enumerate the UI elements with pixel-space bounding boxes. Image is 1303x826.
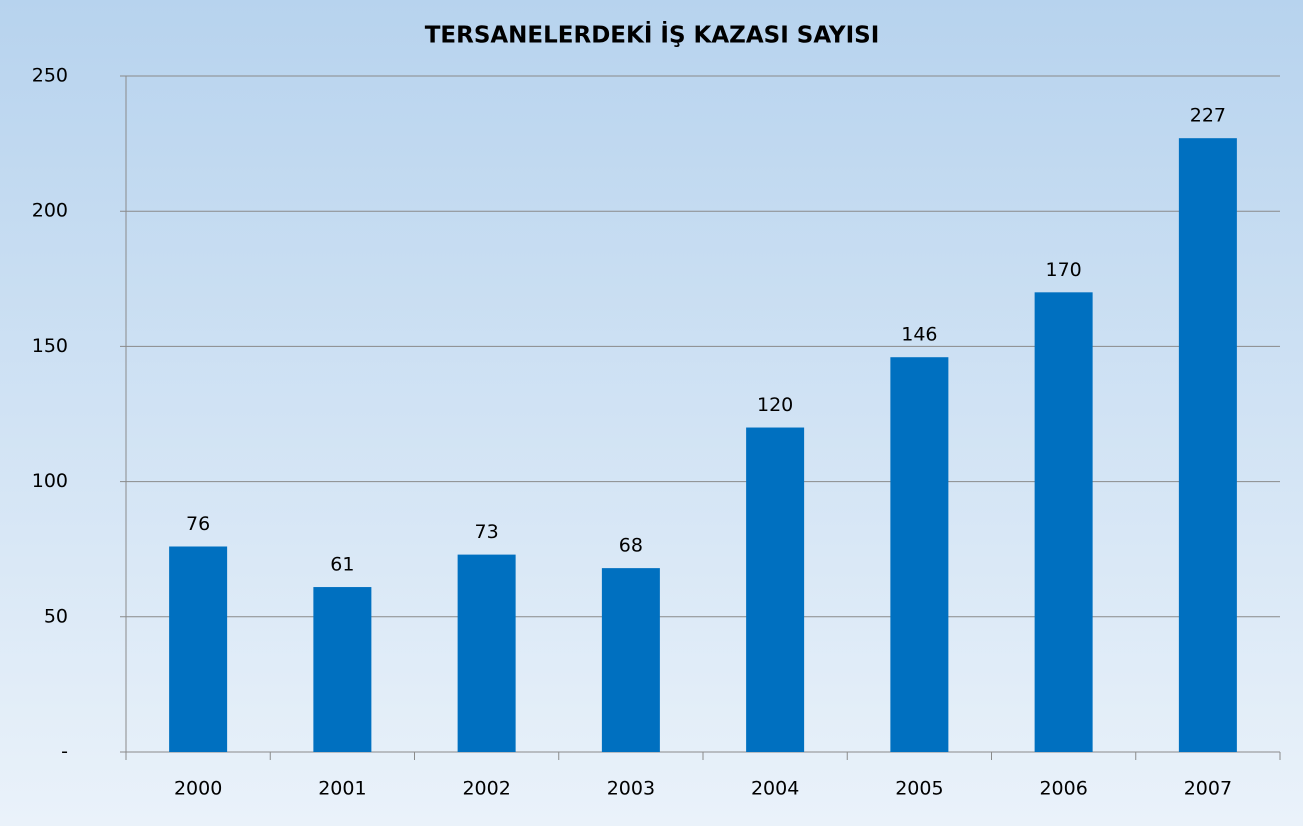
x-tick-label: 2001 — [318, 778, 366, 800]
bar — [1034, 292, 1093, 752]
x-tick-label: 2000 — [174, 778, 222, 800]
value-label: 170 — [1045, 259, 1081, 281]
bar — [313, 587, 372, 752]
y-tick-label: 50 — [44, 605, 68, 627]
bar — [1178, 138, 1237, 752]
value-label: 227 — [1190, 105, 1226, 127]
chart-title: TERSANELERDEKİ İŞ KAZASI SAYISI — [425, 21, 880, 49]
value-label: 76 — [186, 513, 210, 535]
x-tick-label: 2006 — [1039, 778, 1087, 800]
y-tick-label: 100 — [32, 470, 68, 492]
value-label: 73 — [475, 521, 499, 543]
y-tick-label: 150 — [32, 335, 68, 357]
value-label: 61 — [330, 554, 354, 576]
value-label: 146 — [901, 324, 937, 346]
y-tick-label: 250 — [32, 65, 68, 87]
x-tick-label: 2002 — [462, 778, 510, 800]
y-tick-label: 200 — [32, 200, 68, 222]
bar — [169, 546, 228, 752]
value-label: 120 — [757, 394, 793, 416]
y-tick-label: - — [61, 741, 68, 763]
x-tick-label: 2007 — [1184, 778, 1232, 800]
value-label: 68 — [619, 535, 643, 557]
bar — [890, 357, 949, 752]
x-tick-label: 2004 — [751, 778, 799, 800]
x-tick-label: 2005 — [895, 778, 943, 800]
bar — [746, 427, 805, 752]
x-tick-label: 2003 — [607, 778, 655, 800]
bar — [601, 568, 660, 752]
bar — [457, 554, 516, 752]
